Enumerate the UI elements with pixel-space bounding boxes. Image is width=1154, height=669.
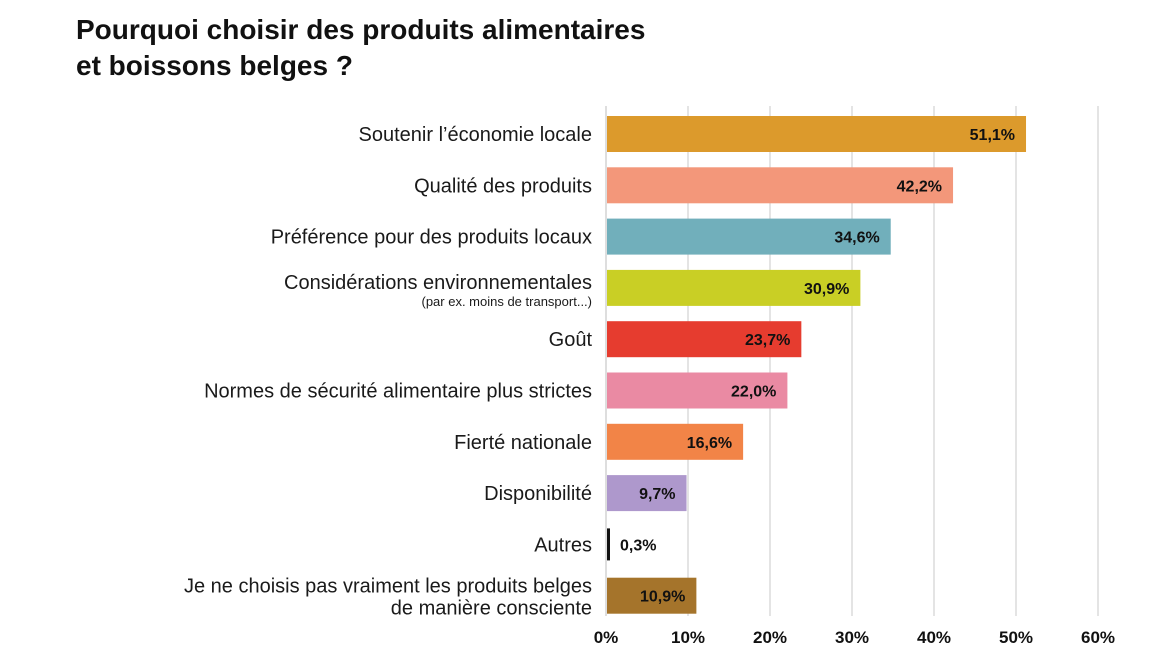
bar-9 (607, 577, 697, 614)
category-label-3: Considérations environnementales (284, 272, 592, 294)
category-label-1: Qualité des produits (414, 175, 592, 197)
bar-6 (607, 423, 744, 460)
category-label-4: Goût (549, 329, 593, 351)
chart-title-line-2: et boissons belges ? (76, 50, 353, 81)
x-tick-label-30: 30% (835, 628, 869, 647)
category-sublabel-3: (par ex. moins de transport...) (421, 294, 592, 309)
category-label-8: Autres (534, 534, 592, 556)
bar-value-label-5: 22,0% (731, 384, 776, 401)
bar-1 (607, 167, 954, 204)
bar-8 (607, 528, 610, 561)
bar-4 (607, 321, 802, 358)
bar-value-label-0: 51,1% (970, 127, 1015, 144)
category-label-5: Normes de sécurité alimentaire plus stri… (204, 381, 592, 403)
category-label-6: Fierté nationale (454, 432, 592, 454)
x-tick-label-50: 50% (999, 628, 1033, 647)
category-label-7: Disponibilité (484, 483, 592, 505)
chart-title: Pourquoi choisir des produits alimentair… (76, 12, 976, 84)
bar-value-label-2: 34,6% (834, 230, 879, 247)
bar-5 (607, 372, 788, 409)
bar-value-label-6: 16,6% (687, 435, 732, 452)
category-label-0: Soutenir l’économie locale (359, 124, 592, 146)
chart-title-line-1: Pourquoi choisir des produits alimentair… (76, 14, 646, 45)
bar-value-label-3: 30,9% (804, 281, 849, 298)
bar-value-label-4: 23,7% (745, 332, 790, 349)
bar-value-label-1: 42,2% (897, 178, 942, 195)
category-label-2: Préférence pour des produits locaux (271, 227, 592, 249)
x-tick-label-0: 0% (594, 628, 619, 647)
x-tick-label-10: 10% (671, 628, 705, 647)
bar-7 (607, 475, 687, 512)
category-label-9: Je ne choisis pas vraiment les produits … (184, 576, 592, 598)
x-tick-label-20: 20% (753, 628, 787, 647)
bar-0 (607, 116, 1027, 152)
bar-value-label-8: 0,3% (620, 537, 656, 554)
bar-value-label-7: 9,7% (639, 486, 675, 503)
bar-2 (607, 218, 891, 255)
category-sublabel-9: de manière consciente (391, 598, 592, 620)
bar-value-label-9: 10,9% (640, 589, 685, 606)
bar-3 (607, 269, 861, 306)
x-tick-label-40: 40% (917, 628, 951, 647)
x-tick-label-60: 60% (1081, 628, 1115, 647)
